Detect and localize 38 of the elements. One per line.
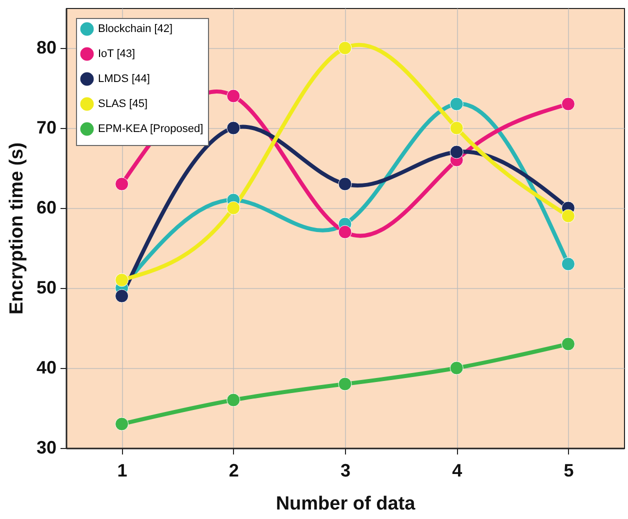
point: [561, 257, 575, 271]
point: [338, 377, 352, 391]
point: [226, 89, 240, 103]
x-axis-title: Number of data: [276, 494, 416, 514]
point: [561, 97, 575, 111]
point: [561, 337, 575, 351]
point: [115, 177, 129, 191]
point: [115, 417, 129, 431]
point: [450, 361, 464, 375]
x-tick-label: 1: [117, 460, 128, 480]
point: [115, 289, 129, 303]
x-tick-label: 3: [340, 460, 351, 480]
point: [450, 121, 464, 135]
point: [226, 201, 240, 215]
legend-label: IoT [43]: [98, 48, 136, 60]
point: [226, 393, 240, 407]
x-tick-label: 5: [564, 460, 574, 480]
point: [561, 209, 575, 223]
x-tick-label: 2: [228, 460, 239, 480]
legend-label: EPM-KEA [Proposed]: [98, 123, 204, 135]
point: [226, 121, 240, 135]
legend-label: Blockchain [42]: [98, 23, 173, 35]
point: [115, 273, 129, 287]
point: [338, 41, 352, 55]
y-tick-label: 80: [36, 38, 56, 58]
legend-label: SLAS [45]: [98, 98, 148, 110]
y-tick-label: 40: [36, 358, 56, 378]
point: [338, 177, 352, 191]
y-tick-label: 70: [36, 118, 56, 138]
y-axis-title: Encryption time (s): [6, 142, 28, 315]
point: [338, 225, 352, 239]
legend-label: LMDS [44]: [98, 73, 150, 85]
y-tick-label: 50: [36, 278, 56, 298]
y-tick-label: 60: [36, 198, 56, 218]
x-tick-label: 4: [452, 460, 462, 480]
point: [450, 97, 464, 111]
y-tick-label: 30: [36, 438, 56, 458]
point: [450, 145, 464, 159]
